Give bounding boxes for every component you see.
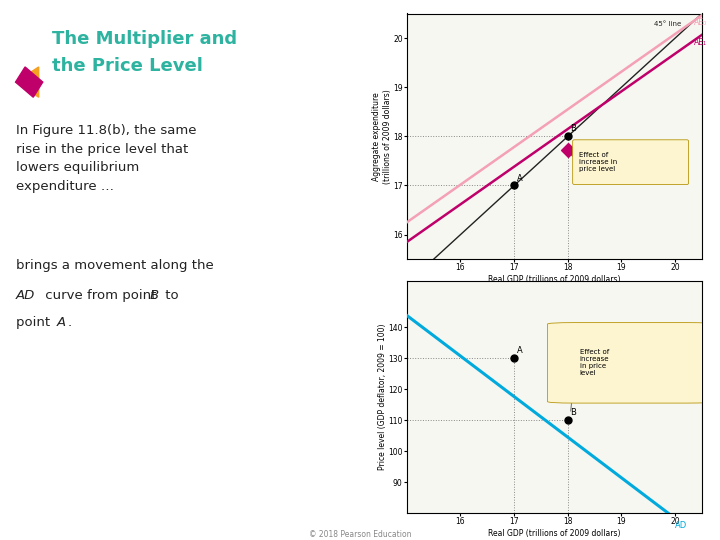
Text: AE₀: AE₀ [694,18,707,27]
Text: brings a movement along the: brings a movement along the [16,259,213,272]
X-axis label: Real GDP (trillions of 2009 dollars): Real GDP (trillions of 2009 dollars) [488,529,621,538]
Y-axis label: Aggregate expenditure
(trillions of 2009 dollars): Aggregate expenditure (trillions of 2009… [372,89,392,184]
Polygon shape [16,67,42,97]
Y-axis label: Price level (GDP deflator, 2009 = 100): Price level (GDP deflator, 2009 = 100) [378,323,387,470]
Text: 45° line: 45° line [654,21,681,27]
Text: A: A [517,173,523,183]
Point [508,354,520,362]
Text: The Multiplier and: The Multiplier and [53,30,238,48]
Point [562,146,574,154]
Text: .: . [68,316,72,329]
Text: curve from point: curve from point [41,289,161,302]
Text: B: B [570,124,577,133]
Text: A: A [56,316,66,329]
X-axis label: Real GDP (trillions of 2009 dollars): Real GDP (trillions of 2009 dollars) [488,275,621,284]
Text: to: to [161,289,179,302]
Text: point: point [16,316,54,329]
Text: Effect of
increase
in price
level: Effect of increase in price level [580,349,609,376]
Point [562,416,574,424]
Point [508,181,520,190]
Point [562,132,574,140]
Text: © 2018 Pearson Education: © 2018 Pearson Education [309,530,411,539]
Text: AD: AD [675,521,688,530]
Text: the Price Level: the Price Level [53,57,203,75]
Text: AE₁: AE₁ [694,38,707,47]
FancyBboxPatch shape [572,140,688,185]
Text: A: A [517,346,523,355]
Text: (a) Equilibrium expenditure: (a) Equilibrium expenditure [484,306,625,315]
Text: Effect of
increase in
price level: Effect of increase in price level [579,152,617,172]
Text: B: B [150,289,159,302]
Text: B: B [570,408,577,417]
FancyBboxPatch shape [547,322,714,403]
Polygon shape [16,67,39,97]
Text: In Figure 11.8(b), the same
rise in the price level that
lowers equilibrium
expe: In Figure 11.8(b), the same rise in the … [16,124,196,193]
Text: AD: AD [16,289,35,302]
